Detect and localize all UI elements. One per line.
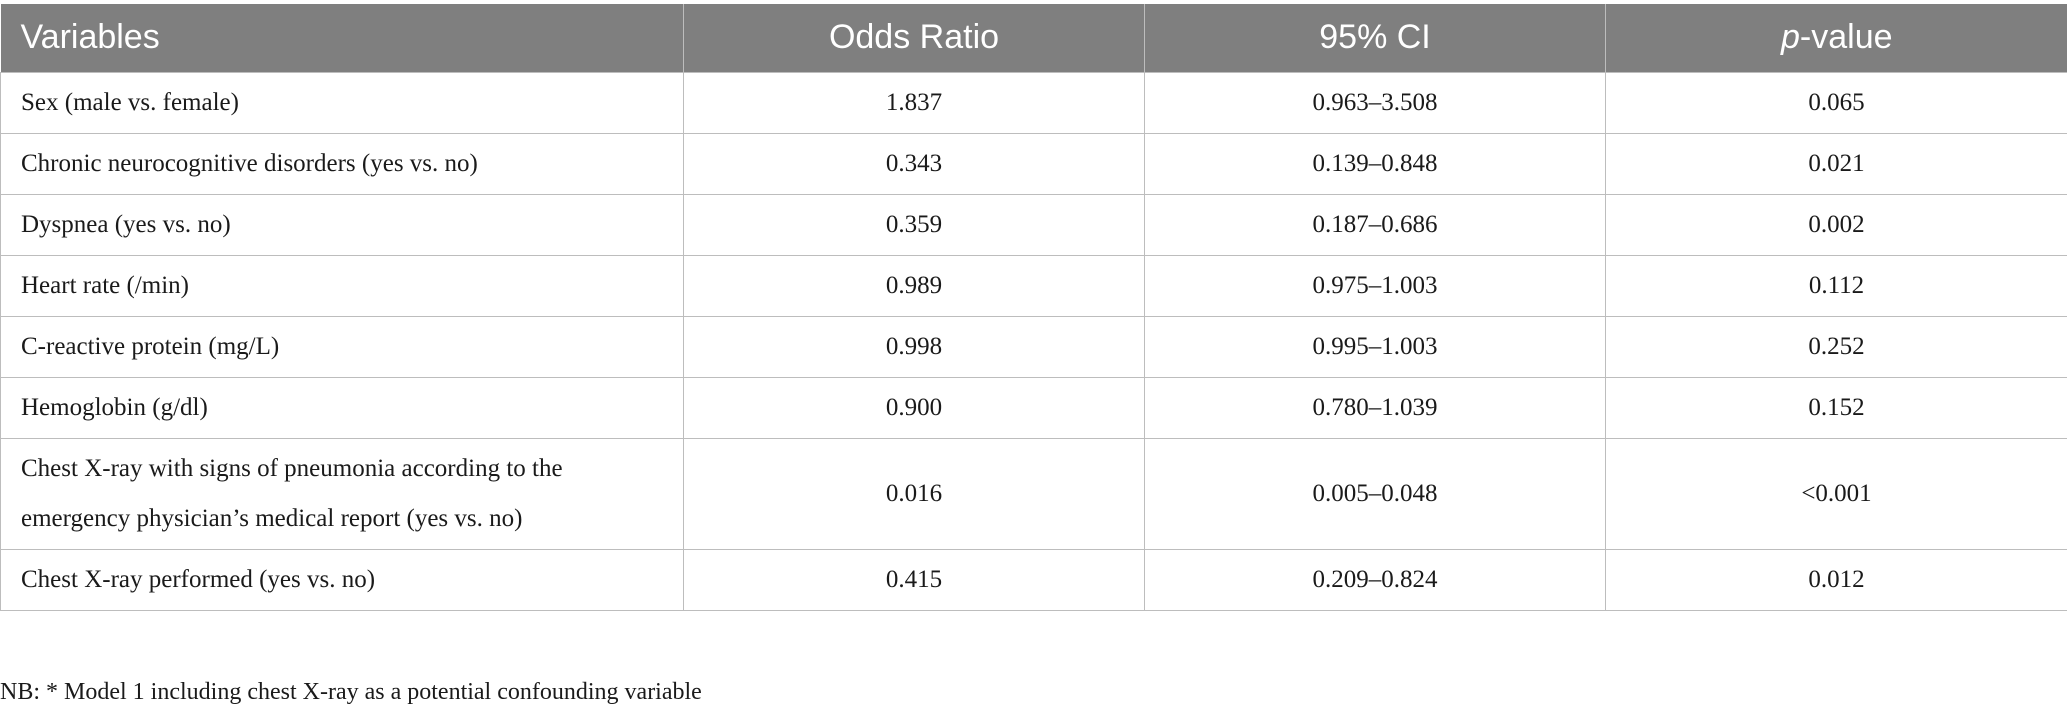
header-odds-ratio: Odds Ratio <box>683 4 1145 72</box>
cell-ci: 0.139–0.848 <box>1144 132 1606 195</box>
table-row: Chest X-ray performed (yes vs. no) 0.415… <box>0 548 2067 611</box>
table-body: Sex (male vs. female) 1.837 0.963–3.508 … <box>0 71 2067 611</box>
cell-ci: 0.187–0.686 <box>1144 193 1606 256</box>
header-p-italic: p <box>1780 18 1800 57</box>
cell-variable: Chest X-ray performed (yes vs. no) <box>0 548 684 611</box>
cell-variable: Heart rate (/min) <box>0 254 684 317</box>
cell-ci: 0.963–3.508 <box>1144 71 1606 134</box>
table-row: Chest X-ray with signs of pneumonia acco… <box>0 437 2067 550</box>
cell-variable: C-reactive protein (mg/L) <box>0 315 684 378</box>
cell-odds-ratio: 0.900 <box>683 376 1145 439</box>
cell-ci: 0.780–1.039 <box>1144 376 1606 439</box>
header-row: Variables Odds Ratio 95% CI p-value <box>0 4 2067 72</box>
table-row: Sex (male vs. female) 1.837 0.963–3.508 … <box>0 71 2067 134</box>
cell-odds-ratio: 0.989 <box>683 254 1145 317</box>
table-row: Chronic neurocognitive disorders (yes vs… <box>0 132 2067 195</box>
table-row: C-reactive protein (mg/L) 0.998 0.995–1.… <box>0 315 2067 378</box>
header-variables: Variables <box>20 18 160 57</box>
table-row: Dyspnea (yes vs. no) 0.359 0.187–0.686 0… <box>0 193 2067 256</box>
cell-ci: 0.995–1.003 <box>1144 315 1606 378</box>
cell-p-value: 0.021 <box>1605 132 2067 195</box>
cell-ci: 0.975–1.003 <box>1144 254 1606 317</box>
cell-odds-ratio: 0.343 <box>683 132 1145 195</box>
cell-variable: Chronic neurocognitive disorders (yes vs… <box>0 132 684 195</box>
cell-variable: Chest X-ray with signs of pneumonia acco… <box>0 437 684 550</box>
cell-p-value: 0.012 <box>1605 548 2067 611</box>
results-table: Variables Odds Ratio 95% CI p-value Sex … <box>0 4 2067 611</box>
cell-p-value: 0.002 <box>1605 193 2067 256</box>
cell-odds-ratio: 0.016 <box>683 437 1145 550</box>
cell-odds-ratio: 0.359 <box>683 193 1145 256</box>
table-row: Hemoglobin (g/dl) 0.900 0.780–1.039 0.15… <box>0 376 2067 439</box>
cell-odds-ratio: 0.998 <box>683 315 1145 378</box>
cell-ci: 0.005–0.048 <box>1144 437 1606 550</box>
cell-variable: Sex (male vs. female) <box>0 71 684 134</box>
cell-variable: Dyspnea (yes vs. no) <box>0 193 684 256</box>
cell-odds-ratio: 0.415 <box>683 548 1145 611</box>
cell-p-value: <0.001 <box>1605 437 2067 550</box>
header-p-value: p-value <box>1605 4 2067 72</box>
cell-p-value: 0.112 <box>1605 254 2067 317</box>
header-ci: 95% CI <box>1144 4 1606 72</box>
cell-variable: Hemoglobin (g/dl) <box>0 376 684 439</box>
cell-odds-ratio: 1.837 <box>683 71 1145 134</box>
cell-p-value: 0.065 <box>1605 71 2067 134</box>
cell-p-value: 0.252 <box>1605 315 2067 378</box>
table-row: Heart rate (/min) 0.989 0.975–1.003 0.11… <box>0 254 2067 317</box>
cell-p-value: 0.152 <box>1605 376 2067 439</box>
cell-ci: 0.209–0.824 <box>1144 548 1606 611</box>
table-footnote: NB: * Model 1 including chest X-ray as a… <box>0 679 702 705</box>
header-p-suffix: -value <box>1799 18 1893 57</box>
table-header: Variables Odds Ratio 95% CI p-value <box>0 4 2067 72</box>
